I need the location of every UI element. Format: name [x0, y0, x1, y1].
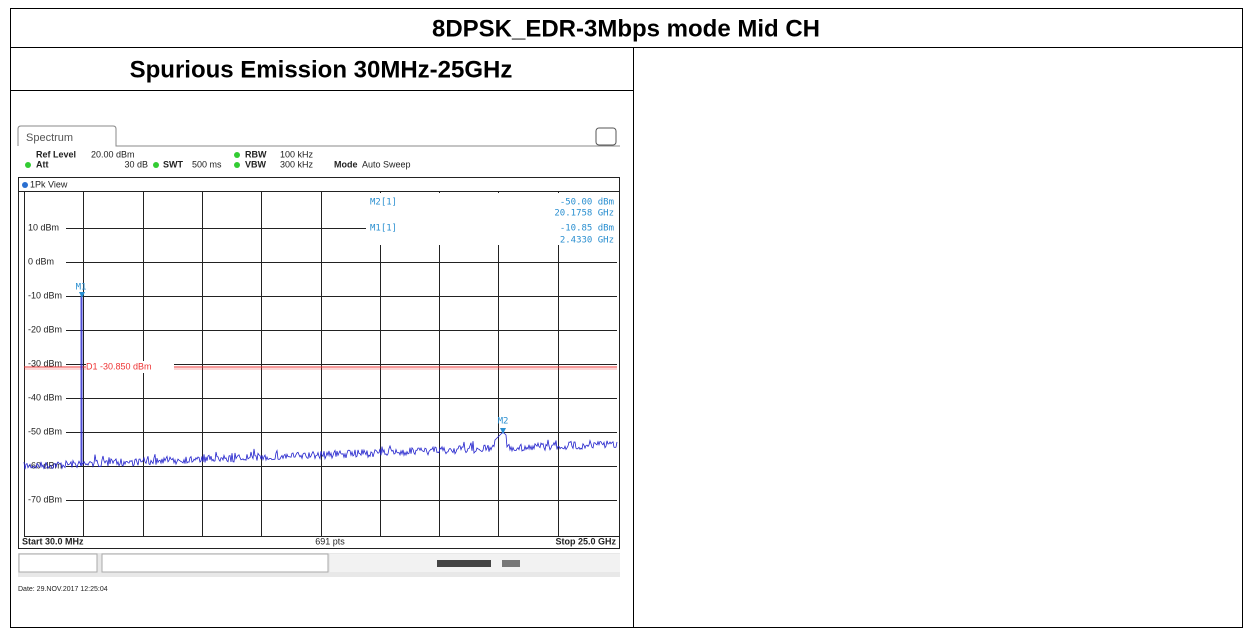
section-title: Spurious Emission 30MHz-25GHz — [130, 56, 513, 83]
page-title: 8DPSK_EDR-3Mbps mode Mid CH — [432, 15, 820, 42]
setting-label: RBW — [245, 149, 267, 159]
date-label: Date: 29.NOV.2017 12:25:04 — [18, 586, 108, 593]
setting-value: 500 ms — [192, 159, 222, 169]
status-field — [18, 553, 98, 573]
setting-label: Mode — [334, 159, 358, 169]
setting-label: VBW — [245, 159, 267, 169]
progress — [437, 560, 491, 567]
marker-name: M2[1] — [370, 198, 397, 208]
y-axis-label: -50 dBm — [28, 426, 62, 436]
marker-tag: M1 — [76, 283, 87, 293]
marker-level: -10.85 dBm — [560, 224, 614, 234]
y-axis-label: -70 dBm — [28, 494, 62, 504]
tab-outline — [17, 125, 620, 147]
view-label: 1Pk View — [30, 179, 68, 189]
marker-level: -50.00 dBm — [560, 198, 614, 208]
trace — [23, 295, 618, 470]
setting-value: 300 kHz — [280, 159, 314, 169]
display-line-label: D1 -30.850 dBm — [86, 361, 152, 371]
display-line-bg — [86, 361, 174, 373]
start-label: Start 30.0 MHz — [22, 536, 84, 546]
marker-name: M1[1] — [370, 224, 397, 234]
y-axis-label: -20 dBm — [28, 324, 62, 334]
marker-freq: 20.1758 GHz — [554, 209, 614, 219]
progress — [502, 560, 520, 567]
indicator — [153, 162, 159, 168]
indicator — [234, 162, 240, 168]
indicator — [22, 182, 28, 188]
menu-icon[interactable] — [595, 127, 617, 146]
marker-freq: 2.4330 GHz — [560, 236, 614, 246]
setting-value: Auto Sweep — [362, 159, 411, 169]
setting-label: SWT — [163, 159, 183, 169]
marker-tag: M2 — [498, 417, 509, 427]
indicator — [25, 162, 31, 168]
points-label: 691 pts — [315, 536, 345, 546]
setting-value: 30 dB — [124, 159, 148, 169]
setting-label: Att — [36, 159, 49, 169]
y-axis-label: -10 dBm — [28, 290, 62, 300]
y-axis-label: 0 dBm — [28, 256, 54, 266]
marker-triangle — [79, 292, 85, 298]
y-axis-label: -40 dBm — [28, 392, 62, 402]
setting-value: 20.00 dBm — [91, 149, 135, 159]
status-field — [101, 553, 329, 573]
stop-label: Stop 25.0 GHz — [555, 536, 616, 546]
y-axis-label: -30 dBm — [28, 358, 62, 368]
marker-triangle — [500, 428, 506, 434]
y-axis-label: 10 dBm — [28, 222, 59, 232]
y-axis-label: -60 dBm — [28, 460, 62, 470]
tab-label: Spectrum — [26, 132, 73, 144]
marker-box — [322, 193, 617, 245]
table-border — [10, 8, 1243, 628]
setting-label: Ref Level — [36, 149, 76, 159]
setting-value: 100 kHz — [280, 149, 314, 159]
indicator — [234, 152, 240, 158]
